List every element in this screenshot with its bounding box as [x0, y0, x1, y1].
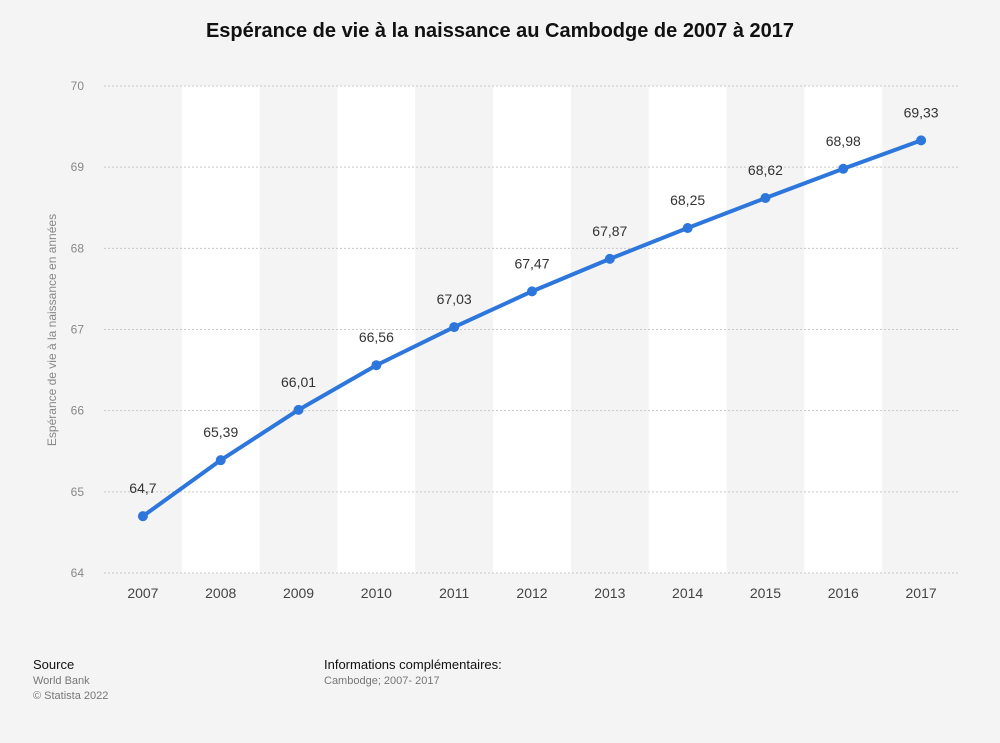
y-tick-label: 70 — [71, 79, 85, 93]
x-tick-label: 2010 — [361, 585, 392, 601]
data-point[interactable] — [760, 193, 771, 204]
data-point[interactable] — [916, 135, 927, 146]
x-tick-label: 2012 — [516, 585, 547, 601]
data-point[interactable] — [293, 404, 304, 415]
x-tick-label: 2017 — [906, 585, 937, 601]
info-text: Cambodge; 2007- 2017 — [324, 675, 440, 687]
data-point[interactable] — [449, 322, 460, 333]
copyright-line: © Statista 2022 — [33, 690, 109, 702]
y-tick-label: 65 — [71, 485, 85, 499]
data-point[interactable] — [137, 511, 148, 522]
info-heading: Informations complémentaires: — [324, 657, 502, 672]
source-block: Source World Bank © Statista 2022 — [33, 657, 108, 704]
data-labels: 64,7 65,39 66,01 66,56 67,03 67,47 67,87 68,25 6… — [129, 104, 939, 496]
source-line: World Bank — [33, 675, 90, 687]
x-tick-label: 2013 — [594, 585, 625, 601]
gridlines — [104, 85, 960, 574]
x-tick-label: 2009 — [283, 585, 314, 601]
source-heading: Source — [33, 657, 75, 672]
x-tick-label: 2008 — [205, 585, 236, 601]
data-label: 66,01 — [281, 374, 316, 390]
x-tick-label: 2007 — [127, 585, 158, 601]
data-label: 68,62 — [748, 162, 783, 178]
data-label: 67,87 — [592, 223, 627, 239]
data-point[interactable] — [838, 163, 849, 174]
x-tick-label: 2014 — [672, 585, 703, 601]
data-label: 66,56 — [359, 329, 394, 345]
chart-title: Espérance de vie à la naissance au Cambo… — [205, 20, 795, 42]
x-axis-ticks: 2007 2008 2009 2010 2011 2012 2013 2014 2015 2016… — [127, 585, 937, 601]
y-tick-label: 66 — [71, 404, 85, 418]
x-tick-label: 2011 — [439, 585, 469, 601]
data-label: 64,7 — [129, 480, 156, 496]
data-label: 65,39 — [203, 424, 238, 440]
data-point[interactable] — [215, 455, 226, 466]
y-tick-label: 64 — [71, 566, 85, 580]
x-tick-label: 2016 — [828, 585, 859, 601]
y-axis-ticks: 64 65 66 67 68 69 70 — [71, 79, 85, 580]
data-label: 67,03 — [437, 291, 472, 307]
y-axis-label: Espérance de vie à la naissance en année… — [45, 214, 59, 446]
data-label: 68,25 — [670, 192, 705, 208]
y-tick-label: 69 — [71, 160, 85, 174]
column-band — [104, 86, 182, 573]
y-tick-label: 67 — [71, 323, 85, 337]
data-label: 69,33 — [904, 104, 939, 120]
info-block: Informations complémentaires: Cambodge; … — [324, 657, 502, 689]
data-point[interactable] — [371, 360, 382, 371]
data-point[interactable] — [527, 286, 537, 297]
x-tick-label: 2015 — [750, 585, 781, 601]
data-points — [137, 135, 927, 522]
data-label: 67,47 — [514, 255, 549, 271]
data-point[interactable] — [604, 253, 615, 264]
data-point[interactable] — [682, 223, 693, 234]
y-tick-label: 68 — [71, 241, 85, 255]
data-label: 68,98 — [826, 133, 861, 149]
